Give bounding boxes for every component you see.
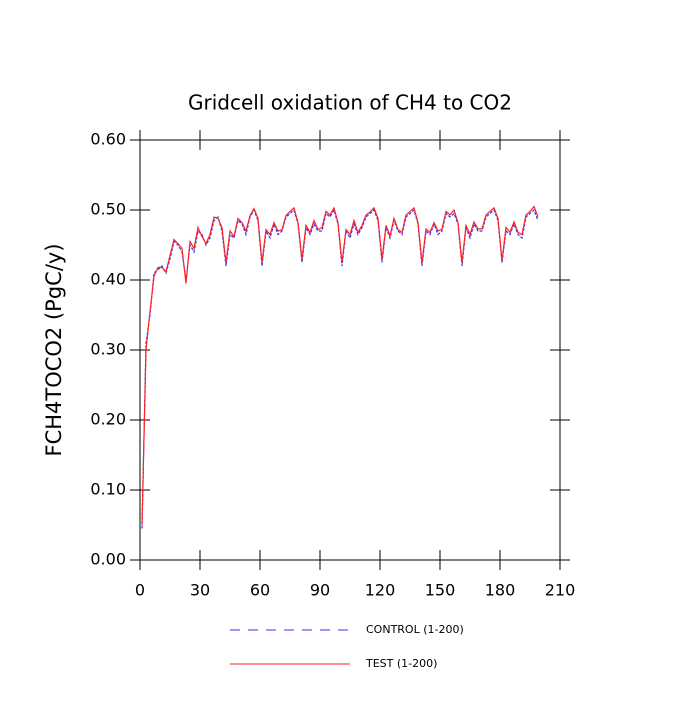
y-axis-label: FCH4TOCO2 (PgC/y) (42, 243, 66, 456)
plot-frame (139, 139, 561, 561)
x-tick-label: 60 (250, 581, 270, 600)
chart-title: Gridcell oxidation of CH4 to CO2 (188, 91, 512, 115)
legend-label: TEST (1-200) (365, 657, 437, 670)
x-tick-label: 120 (365, 581, 396, 600)
series-line (141, 208, 539, 529)
x-tick-label: 30 (190, 581, 210, 600)
x-tick-label: 0 (135, 581, 145, 600)
x-tick-label: 90 (310, 581, 330, 600)
y-tick-label: 0.60 (90, 130, 126, 149)
x-tick-label: 150 (425, 581, 456, 600)
y-tick-label: 0.50 (90, 200, 126, 219)
x-tick-label: 180 (485, 581, 516, 600)
y-tick-label: 0.10 (90, 480, 126, 499)
y-tick-label: 0.20 (90, 410, 126, 429)
x-tick-label: 210 (545, 581, 576, 600)
legend-label: CONTROL (1-200) (366, 623, 464, 636)
y-tick-label: 0.30 (90, 340, 126, 359)
series-line (141, 205, 539, 526)
y-tick-label: 0.40 (90, 270, 126, 289)
y-tick-label: 0.00 (90, 550, 126, 569)
